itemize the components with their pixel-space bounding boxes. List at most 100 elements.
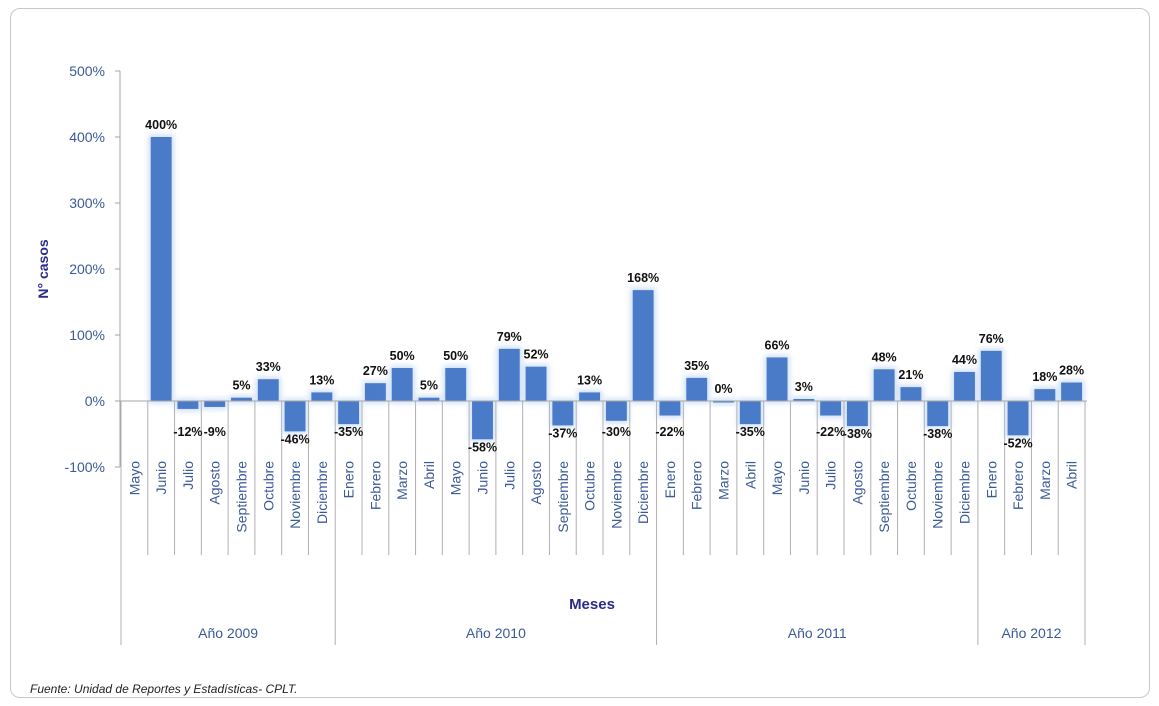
category-label: Agosto bbox=[207, 461, 223, 505]
data-label: -22% bbox=[816, 425, 845, 439]
category-label: Diciembre bbox=[635, 461, 651, 524]
data-label: 400% bbox=[145, 118, 177, 132]
category-label: Junio bbox=[153, 461, 169, 495]
data-label: -38% bbox=[923, 427, 952, 441]
source-note: Fuente: Unidad de Reportes y Estadística… bbox=[30, 682, 298, 696]
bar bbox=[793, 399, 815, 401]
category-label: Abril bbox=[742, 461, 758, 489]
y-tick-label: -100% bbox=[65, 459, 105, 475]
bar bbox=[445, 368, 467, 401]
year-group-label: Año 2011 bbox=[788, 625, 847, 641]
bar bbox=[579, 392, 601, 401]
bar bbox=[177, 401, 199, 409]
bar bbox=[927, 401, 949, 427]
category-label: Junio bbox=[475, 461, 491, 495]
y-tick-label: 300% bbox=[69, 195, 105, 211]
y-tick-label: 400% bbox=[69, 129, 105, 145]
bar bbox=[900, 387, 922, 401]
category-label: Abril bbox=[1064, 461, 1080, 489]
category-label: Noviembre bbox=[287, 461, 303, 529]
data-label: 5% bbox=[232, 379, 250, 393]
bar bbox=[605, 401, 627, 421]
bar bbox=[552, 401, 574, 426]
category-label: Mayo bbox=[126, 461, 142, 495]
chart-frame bbox=[10, 8, 1150, 698]
bar bbox=[1061, 382, 1083, 401]
category-label: Junio bbox=[796, 461, 812, 495]
bar bbox=[418, 397, 440, 401]
bar bbox=[820, 401, 842, 416]
data-label: -9% bbox=[204, 425, 226, 439]
data-label: 21% bbox=[898, 368, 923, 382]
bar bbox=[231, 397, 252, 401]
category-label: Abril bbox=[421, 461, 437, 489]
bar bbox=[311, 392, 333, 401]
data-label: 0% bbox=[714, 382, 732, 396]
y-tick-label: 500% bbox=[69, 63, 105, 79]
bar bbox=[873, 369, 895, 401]
data-label: -30% bbox=[602, 425, 631, 439]
category-label: Septiembre bbox=[555, 461, 571, 533]
category-label: Marzo bbox=[716, 461, 732, 500]
data-label: 35% bbox=[684, 359, 709, 373]
category-label: Septiembre bbox=[876, 461, 892, 533]
category-label: Febrero bbox=[689, 461, 705, 510]
data-label: 168% bbox=[627, 271, 659, 285]
data-label: -58% bbox=[468, 440, 497, 454]
data-label: 18% bbox=[1032, 370, 1057, 384]
data-label: 50% bbox=[390, 349, 415, 363]
category-label: Enero bbox=[662, 461, 678, 499]
y-tick-label: 0% bbox=[85, 393, 105, 409]
bar bbox=[980, 350, 1002, 401]
category-label: Julio bbox=[823, 461, 839, 490]
category-label: Noviembre bbox=[608, 461, 624, 529]
category-label: Noviembre bbox=[930, 461, 946, 529]
bar bbox=[204, 401, 226, 407]
data-label: 33% bbox=[256, 360, 281, 374]
data-label: -46% bbox=[280, 432, 309, 446]
y-axis-title: N° casos bbox=[35, 239, 51, 299]
y-tick-label: 200% bbox=[69, 261, 105, 277]
data-label: 48% bbox=[872, 350, 897, 364]
bar bbox=[284, 401, 306, 432]
bar bbox=[659, 401, 681, 416]
category-label: Mayo bbox=[448, 461, 464, 495]
category-label: Febrero bbox=[1010, 461, 1026, 510]
category-label: Febrero bbox=[367, 461, 383, 510]
bar bbox=[739, 401, 761, 425]
data-label: 76% bbox=[979, 332, 1004, 346]
category-label: Marzo bbox=[394, 461, 410, 500]
bar bbox=[257, 379, 279, 401]
category-label: Octubre bbox=[582, 461, 598, 511]
category-label: Julio bbox=[501, 461, 517, 490]
category-label: Agosto bbox=[849, 461, 865, 505]
bar bbox=[525, 366, 547, 401]
data-label: 28% bbox=[1059, 364, 1084, 378]
category-label: Agosto bbox=[528, 461, 544, 505]
bar bbox=[954, 371, 975, 401]
bar bbox=[364, 383, 386, 401]
y-tick-label: 100% bbox=[69, 327, 105, 343]
data-label: 79% bbox=[497, 330, 522, 344]
data-label: 27% bbox=[363, 364, 388, 378]
category-label: Enero bbox=[983, 461, 999, 499]
year-group-label: Año 2010 bbox=[466, 625, 526, 641]
category-label: Octubre bbox=[260, 461, 276, 511]
category-label: Mayo bbox=[769, 461, 785, 495]
bar bbox=[632, 290, 654, 401]
bar bbox=[766, 357, 788, 401]
bar bbox=[498, 348, 520, 401]
category-label: Enero bbox=[341, 461, 357, 499]
year-group-label: Año 2009 bbox=[198, 625, 258, 641]
data-label: 66% bbox=[765, 338, 790, 352]
bar bbox=[338, 401, 360, 425]
category-label: Diciembre bbox=[957, 461, 973, 524]
bar bbox=[1007, 401, 1029, 436]
data-label: -38% bbox=[843, 427, 872, 441]
data-label: 3% bbox=[795, 380, 813, 394]
data-label: 52% bbox=[524, 348, 549, 362]
year-group-label: Año 2012 bbox=[1001, 625, 1061, 641]
bar bbox=[472, 401, 493, 440]
category-label: Julio bbox=[180, 461, 196, 490]
data-label: 13% bbox=[577, 373, 602, 387]
